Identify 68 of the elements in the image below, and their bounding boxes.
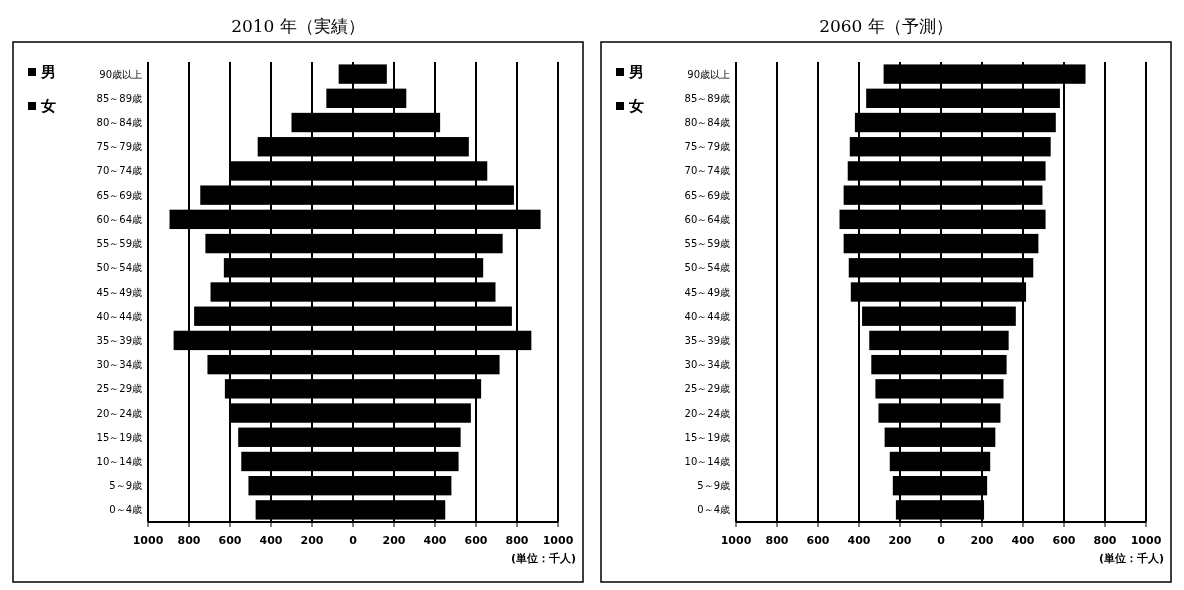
text: (単位：千人) xyxy=(1098,552,1164,565)
x-tick-label: 600 xyxy=(464,534,488,547)
x-tick-label: 200 xyxy=(382,534,406,547)
x-tick-label: 800 xyxy=(765,534,789,547)
y-tick-label: 65～69歳 xyxy=(684,189,730,201)
y-tick-label: 25～29歳 xyxy=(684,383,730,395)
y-tick-label: 20～24歳 xyxy=(96,407,142,419)
x-tick-label: 800 xyxy=(1093,534,1117,547)
y-tick-label: 60～64歳 xyxy=(96,213,142,225)
y-tick-label: 55～59歳 xyxy=(96,238,142,250)
x-tick-label: 200 xyxy=(300,534,324,547)
x-tick-label: 1000 xyxy=(132,534,164,547)
y-tick-label: 50～54歳 xyxy=(96,262,142,274)
y-tick-label: 35～39歳 xyxy=(96,334,142,346)
x-tick-label: 200 xyxy=(970,534,994,547)
y-tick-label: 30～34歳 xyxy=(96,359,142,371)
x-tick-label: 600 xyxy=(218,534,242,547)
y-tick-label: 50～54歳 xyxy=(684,262,730,274)
y-tick-label: 15～19歳 xyxy=(96,431,142,443)
x-tick-label: 600 xyxy=(1052,534,1076,547)
y-tick-label: 5～9歳 xyxy=(697,480,730,492)
y-tick-label: 10～14歳 xyxy=(684,455,730,467)
x-tick-label: 800 xyxy=(505,534,529,547)
y-tick-label: 40～44歳 xyxy=(684,310,730,322)
y-tick-label: 35～39歳 xyxy=(684,334,730,346)
x-tick-label: 400 xyxy=(847,534,871,547)
x-tick-label: 0 xyxy=(349,534,358,547)
legend-label: 女 xyxy=(40,97,56,116)
x-tick-label: 1000 xyxy=(542,534,574,547)
y-tick-label: 90歳以上 xyxy=(687,68,730,80)
y-tick-label: 30～34歳 xyxy=(684,359,730,371)
x-tick-label: 200 xyxy=(888,534,912,547)
y-tick-label: 80～84歳 xyxy=(684,117,730,129)
x-tick-label: 400 xyxy=(259,534,283,547)
text: (単位：千人) xyxy=(510,552,576,565)
y-tick-label: 90歳以上 xyxy=(99,68,142,80)
y-tick-label: 15～19歳 xyxy=(684,431,730,443)
y-tick-label: 20～24歳 xyxy=(684,407,730,419)
x-tick-label: 0 xyxy=(937,534,946,547)
x-tick-label: 800 xyxy=(177,534,201,547)
y-tick-label: 75～79歳 xyxy=(96,141,142,153)
y-tick-label: 85～89歳 xyxy=(96,92,142,104)
y-tick-label: 65～69歳 xyxy=(96,189,142,201)
x-tick-label: 400 xyxy=(423,534,447,547)
x-tick-label: 1000 xyxy=(720,534,752,547)
y-tick-label: 5～9歳 xyxy=(109,480,142,492)
y-tick-label: 10～14歳 xyxy=(96,455,142,467)
y-tick-label: 70～74歳 xyxy=(96,165,142,177)
y-tick-label: 80～84歳 xyxy=(96,117,142,129)
legend-label: 男 xyxy=(628,63,644,82)
legend-label: 女 xyxy=(628,97,644,116)
y-tick-label: 45～49歳 xyxy=(684,286,730,298)
legend-label: 男 xyxy=(40,63,56,82)
y-tick-label: 0～4歳 xyxy=(697,504,730,516)
y-tick-label: 45～49歳 xyxy=(96,286,142,298)
chart-title: 2060 年（予測） xyxy=(819,16,953,36)
x-tick-label: 600 xyxy=(806,534,830,547)
y-tick-label: 0～4歳 xyxy=(109,504,142,516)
y-tick-label: 70～74歳 xyxy=(684,165,730,177)
chart-title: 2010 年（実績） xyxy=(231,16,365,36)
y-tick-label: 40～44歳 xyxy=(96,310,142,322)
y-tick-label: 25～29歳 xyxy=(96,383,142,395)
y-tick-label: 55～59歳 xyxy=(684,238,730,250)
y-tick-label: 75～79歳 xyxy=(684,141,730,153)
x-tick-label: 1000 xyxy=(1130,534,1162,547)
x-tick-label: 400 xyxy=(1011,534,1035,547)
y-tick-label: 60～64歳 xyxy=(684,213,730,225)
y-tick-label: 85～89歳 xyxy=(684,92,730,104)
